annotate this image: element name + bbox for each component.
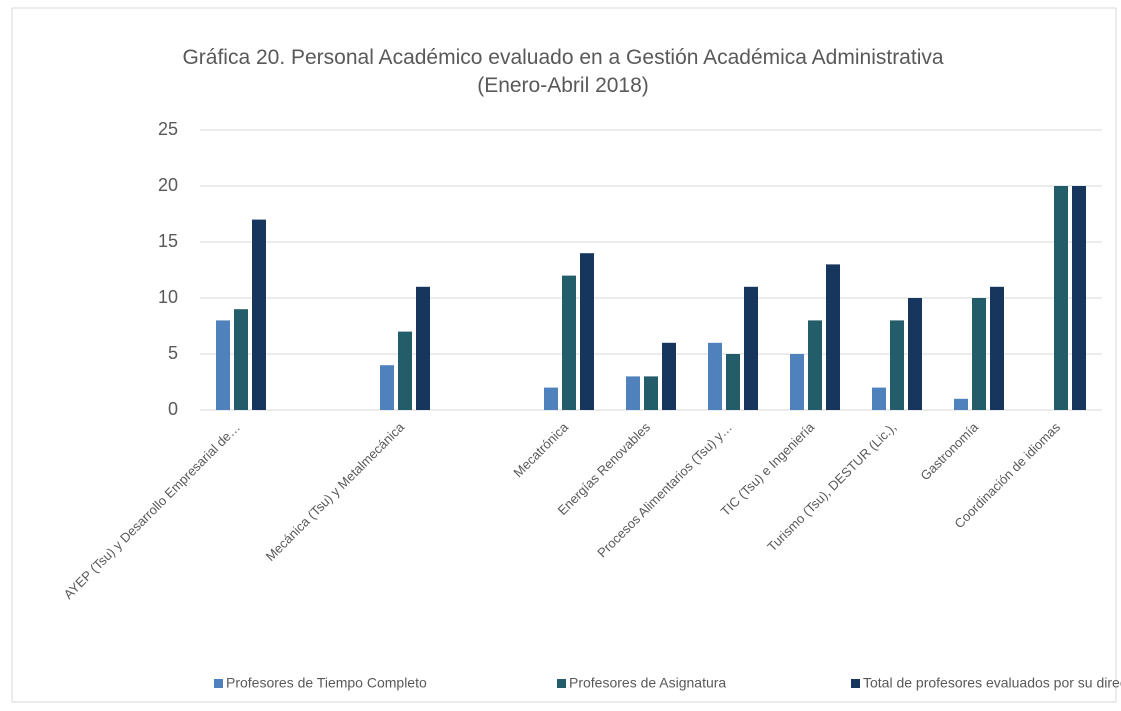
bar bbox=[1054, 186, 1068, 410]
legend-swatch bbox=[557, 679, 566, 688]
bar bbox=[708, 342, 722, 410]
y-tick-label: 5 bbox=[168, 343, 178, 363]
legend-label: Profesores de Tiempo Completo bbox=[226, 675, 427, 691]
bar bbox=[908, 298, 922, 410]
bar bbox=[580, 253, 594, 410]
legend-swatch bbox=[214, 679, 223, 688]
y-tick-label: 0 bbox=[168, 399, 178, 419]
bar bbox=[990, 286, 1004, 410]
bar bbox=[234, 309, 248, 410]
chart-title: Gráfica 20. Personal Académico evaluado … bbox=[182, 46, 943, 69]
y-tick-label: 25 bbox=[158, 119, 178, 139]
bar bbox=[872, 387, 886, 410]
bar bbox=[562, 275, 576, 410]
y-tick-label: 20 bbox=[158, 175, 178, 195]
legend-label: Profesores de Asignatura bbox=[569, 675, 726, 691]
bar bbox=[544, 387, 558, 410]
bar bbox=[380, 365, 394, 410]
bar bbox=[726, 354, 740, 410]
y-tick-label: 15 bbox=[158, 231, 178, 251]
bar bbox=[826, 264, 840, 410]
legend-label: Total de profesores evaluados por su dir… bbox=[863, 675, 1121, 691]
bar bbox=[744, 286, 758, 410]
bar bbox=[398, 331, 412, 410]
bar bbox=[216, 320, 230, 410]
bar bbox=[808, 320, 822, 410]
bar bbox=[644, 376, 658, 410]
bar bbox=[790, 354, 804, 410]
legend-swatch bbox=[851, 679, 860, 688]
bar bbox=[416, 286, 430, 410]
bar bbox=[252, 219, 266, 410]
bar bbox=[972, 298, 986, 410]
chart-subtitle: (Enero-Abril 2018) bbox=[477, 74, 649, 97]
bar bbox=[890, 320, 904, 410]
bar bbox=[662, 342, 676, 410]
bar bbox=[626, 376, 640, 410]
y-tick-label: 10 bbox=[158, 287, 178, 307]
bar bbox=[954, 398, 968, 410]
bar bbox=[1072, 186, 1086, 410]
